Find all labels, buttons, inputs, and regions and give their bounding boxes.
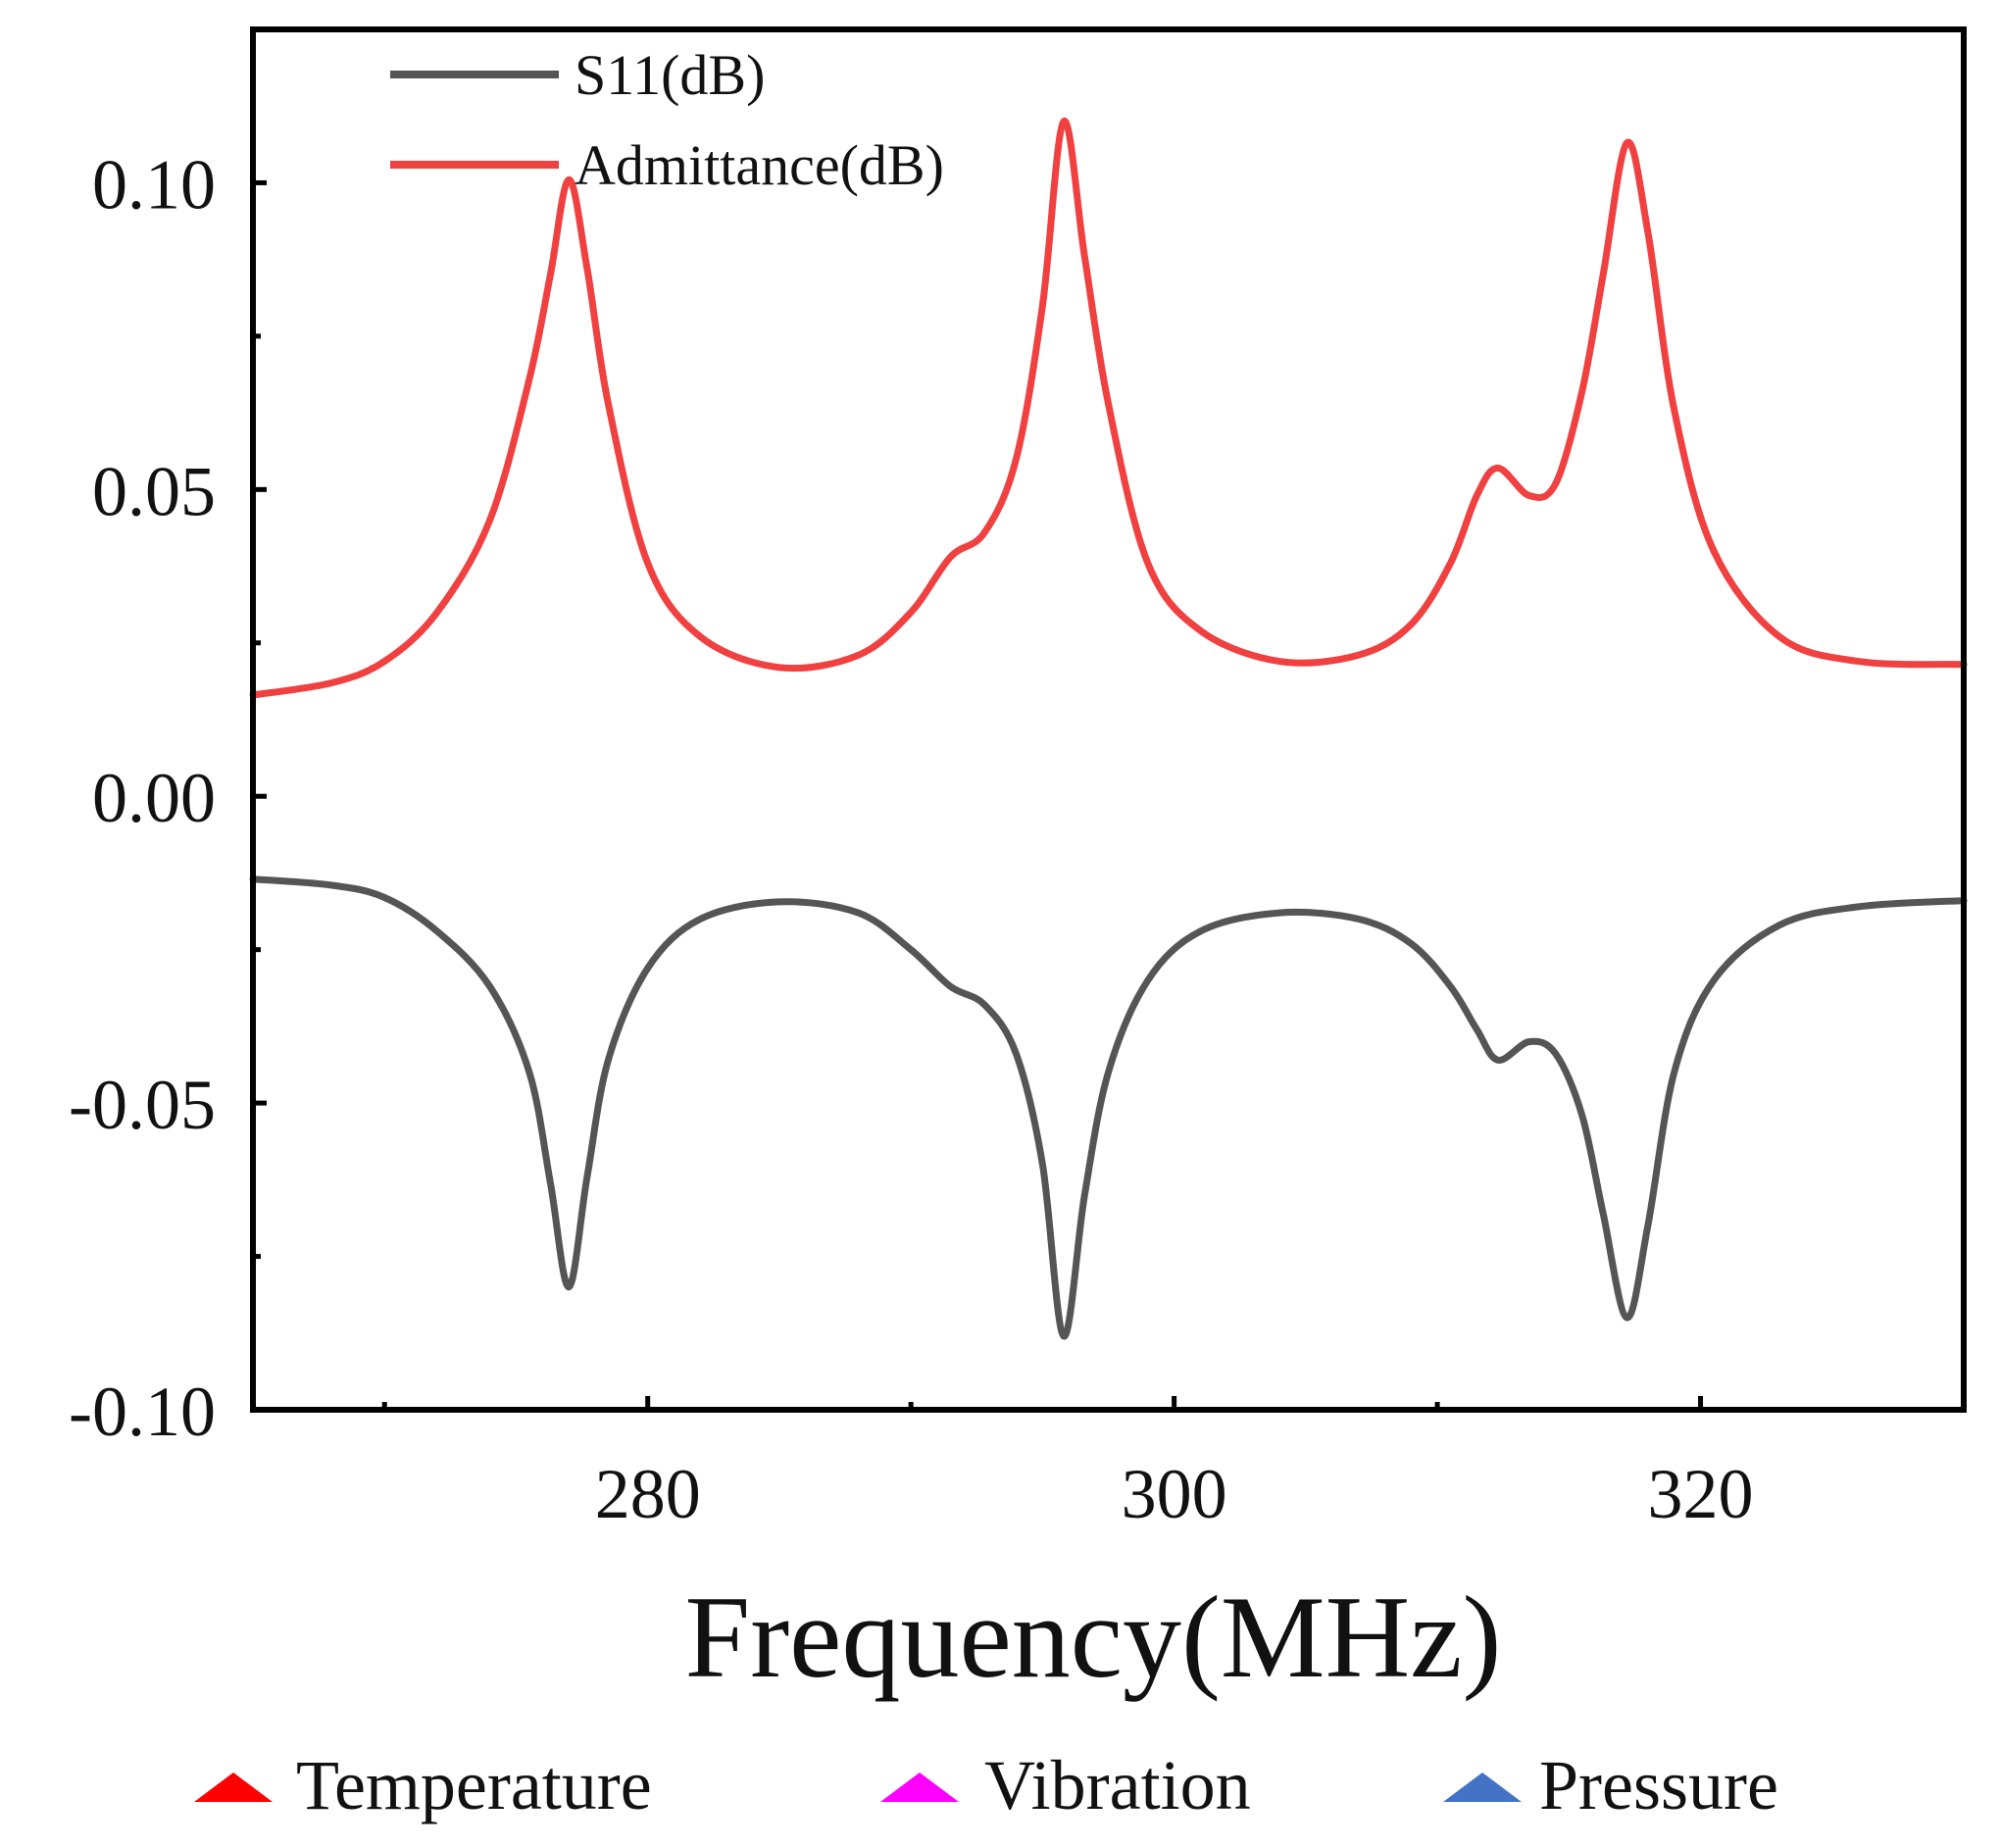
legend-label-s11: S11(dB) (575, 43, 765, 107)
x-tick-labels: 280 300 320 (595, 1455, 1754, 1533)
x-axis-label: Frequency(MHz) (684, 1572, 1501, 1702)
y-tick-label: 0.10 (92, 145, 216, 224)
y-tick-labels: -0.10 -0.05 0.00 0.05 0.10 (69, 145, 216, 1451)
y-tick-label: 0.05 (92, 452, 216, 530)
x-tick-label: 300 (1122, 1455, 1227, 1533)
legend: S11(dB) Admittance(dB) (390, 43, 944, 197)
x-tick-label: 320 (1648, 1455, 1754, 1533)
y-tick-label: 0.00 (92, 759, 216, 837)
x-tick-label: 280 (595, 1455, 701, 1533)
bottom-legend-item-vibration: Vibration (880, 1746, 1251, 1824)
tick-layer (253, 179, 1704, 1413)
bottom-legend-label-vibration: Vibration (984, 1746, 1251, 1824)
series-layer (249, 118, 1968, 1340)
plot-frame (250, 26, 1967, 1413)
triangle-icon (1443, 1773, 1522, 1802)
bottom-legend-label-temperature: Temperature (296, 1746, 652, 1824)
bottom-legend: Temperature Vibration Pressure (194, 1746, 1778, 1824)
s11-series-line (249, 875, 1968, 1340)
bottom-legend-item-pressure: Pressure (1443, 1746, 1778, 1824)
admittance-series-line (249, 118, 1968, 699)
triangle-icon (194, 1773, 273, 1802)
legend-label-admittance: Admittance(dB) (575, 133, 944, 197)
triangle-icon (880, 1773, 959, 1802)
bottom-legend-item-temperature: Temperature (194, 1746, 652, 1824)
y-tick-label: -0.10 (69, 1373, 216, 1451)
bottom-legend-label-pressure: Pressure (1539, 1746, 1778, 1824)
y-tick-label: -0.05 (69, 1066, 216, 1144)
